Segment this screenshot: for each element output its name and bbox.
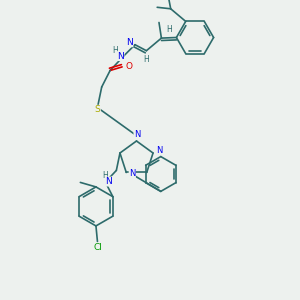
Text: H: H (112, 46, 118, 55)
Text: Cl: Cl (93, 243, 102, 252)
Text: H: H (166, 25, 172, 34)
Text: N: N (126, 38, 133, 47)
Text: N: N (106, 177, 112, 186)
Text: N: N (129, 169, 136, 178)
Text: N: N (117, 52, 124, 61)
Text: H: H (102, 171, 108, 180)
Text: S: S (94, 105, 100, 114)
Text: H: H (143, 55, 149, 64)
Text: N: N (134, 130, 140, 139)
Text: N: N (157, 146, 163, 154)
Text: O: O (125, 62, 132, 71)
